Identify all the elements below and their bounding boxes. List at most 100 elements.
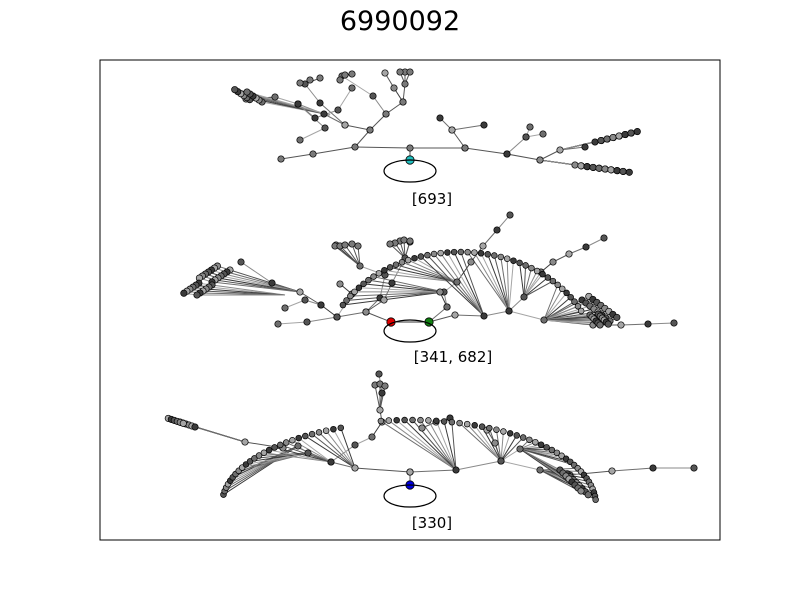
tree-node	[406, 468, 414, 476]
tree-edge	[440, 252, 485, 317]
tree-node	[627, 129, 635, 137]
tree-node	[621, 130, 629, 139]
tree-edge	[330, 461, 356, 469]
tree-node	[406, 237, 414, 245]
tree-panel-top: [693]	[231, 68, 641, 208]
tree-edge	[354, 467, 411, 473]
tree-node	[333, 313, 341, 321]
tree-edge	[427, 254, 485, 317]
tree-node	[322, 427, 330, 434]
tree-node	[304, 449, 312, 457]
tree-node	[380, 296, 388, 304]
tree-node	[271, 93, 279, 101]
tree-edge	[480, 253, 510, 312]
tree-node	[334, 106, 342, 114]
tree-node	[351, 464, 359, 472]
tree-node	[589, 163, 597, 171]
tree-node	[591, 138, 599, 146]
tree-edge	[330, 444, 356, 463]
tree-edge	[297, 103, 326, 129]
tree-node	[558, 452, 565, 460]
tree-node	[433, 417, 440, 425]
tree-node	[478, 423, 486, 430]
tree-edge	[446, 252, 485, 317]
tree-node	[306, 76, 314, 84]
tree-node	[448, 418, 456, 426]
tree-node	[617, 321, 625, 329]
tree-node	[277, 155, 285, 163]
tree-edge	[332, 428, 356, 469]
tree-node	[582, 243, 590, 251]
tree-edge	[506, 153, 541, 161]
tree-node	[336, 76, 344, 84]
tree-node	[341, 71, 349, 79]
tree-node	[471, 422, 478, 429]
tree-node	[321, 124, 329, 132]
tree-node	[406, 144, 414, 152]
tree-node	[315, 429, 323, 436]
tree-node	[255, 452, 263, 459]
tree-node	[609, 133, 617, 142]
tree-node	[583, 163, 591, 171]
tree-edge	[350, 291, 445, 297]
tree-edge	[420, 419, 457, 471]
tree-node	[311, 114, 319, 122]
tree-node	[554, 281, 561, 289]
tree-node	[354, 242, 362, 250]
tree-node	[597, 136, 605, 145]
tree-node	[565, 250, 573, 258]
tree-edge	[543, 284, 559, 321]
tree-node	[480, 121, 488, 129]
tree-node	[260, 449, 268, 456]
tree-node	[522, 133, 530, 141]
tree-edge	[523, 277, 549, 298]
plot-frame	[99, 59, 721, 541]
tree-node	[577, 307, 585, 315]
tree-edge	[508, 310, 545, 321]
tree-node	[491, 439, 499, 447]
tree-node	[302, 432, 309, 440]
tree-node	[503, 255, 511, 262]
tree-node	[356, 262, 364, 270]
tree-edge	[318, 432, 356, 469]
tree-edge	[344, 124, 371, 131]
tree-node	[497, 253, 505, 261]
tree-node	[480, 312, 488, 320]
tree-edge	[451, 422, 457, 471]
tree-node	[440, 418, 448, 425]
tree-node	[351, 143, 359, 151]
tree-node	[577, 162, 585, 170]
tree-node	[457, 248, 465, 256]
tree-node	[690, 464, 698, 472]
tree-node	[603, 135, 611, 143]
tree-node	[398, 259, 406, 266]
tree-node	[381, 382, 389, 390]
tree-edge	[474, 425, 502, 462]
tree-node	[549, 258, 557, 266]
tree-node	[437, 249, 444, 257]
self-loop-ellipse	[383, 159, 437, 183]
tree-node	[341, 121, 349, 129]
tree-node	[316, 99, 324, 107]
tree-edge	[336, 311, 367, 318]
tree-edge	[420, 256, 485, 317]
tree-node	[613, 313, 621, 321]
tree-edge	[523, 273, 543, 298]
tree-node	[376, 406, 384, 414]
tree-edge	[194, 426, 246, 443]
node-group	[231, 68, 641, 176]
tree-node	[500, 428, 507, 435]
tree-edge	[464, 147, 508, 155]
edge-group	[168, 373, 694, 501]
tree-node	[571, 298, 578, 305]
figure-title: 6990092	[339, 6, 461, 37]
tree-edge	[455, 460, 502, 471]
tree-node	[577, 487, 585, 495]
tree-node	[404, 256, 412, 264]
tree-edge	[459, 422, 502, 462]
tree-node	[526, 123, 534, 131]
panel-label: [693]	[412, 190, 452, 208]
tree-node	[417, 253, 425, 260]
tree-node	[604, 320, 612, 328]
